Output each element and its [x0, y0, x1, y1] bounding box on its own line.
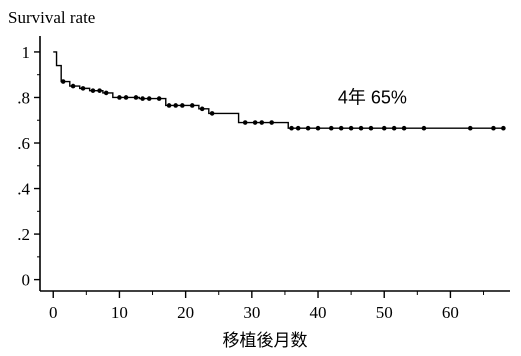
y-tick-label: 1: [22, 43, 31, 62]
censor-mark: [90, 88, 96, 93]
censor-mark: [289, 125, 294, 131]
censor-mark: [97, 88, 102, 93]
censor-mark: [156, 96, 162, 101]
censor-mark: [368, 125, 374, 131]
censor-mark: [328, 125, 334, 131]
y-tick-label: .4: [17, 180, 30, 199]
censor-mark: [189, 103, 195, 108]
censor-mark: [70, 83, 76, 89]
annotation-4yr: 4年 65%: [338, 87, 407, 107]
censor-mark: [358, 125, 364, 131]
censor-mark: [348, 125, 354, 131]
x-tick-label: 20: [177, 303, 194, 322]
censor-mark: [491, 125, 496, 131]
censor-mark: [242, 120, 248, 125]
censor-mark: [259, 120, 265, 125]
y-axis-title: Survival rate: [8, 8, 95, 27]
x-tick-label: 0: [49, 303, 58, 322]
y-tick-label: 0: [22, 271, 31, 290]
censor-mark: [315, 125, 321, 131]
censor-mark: [467, 125, 473, 131]
censor-mark: [133, 95, 139, 100]
censor-mark: [338, 125, 344, 131]
censor-mark: [209, 111, 215, 116]
censor-mark: [269, 120, 274, 125]
censor-mark: [146, 96, 152, 101]
x-axis-title: 移植後月数: [223, 331, 308, 350]
censor-mark: [252, 120, 258, 125]
censor-mark: [123, 95, 129, 100]
censor-mark: [180, 103, 185, 108]
censor-mark: [391, 125, 397, 131]
y-tick-label: .2: [17, 225, 30, 244]
censor-mark: [60, 79, 66, 84]
y-tick-label: .8: [17, 88, 30, 107]
x-tick-label: 10: [111, 303, 128, 322]
censor-mark: [295, 125, 301, 131]
censor-mark: [166, 103, 172, 108]
censor-mark: [103, 90, 109, 96]
censor-mark: [117, 95, 122, 100]
survival-curve-line: [53, 51, 504, 129]
censor-mark: [381, 125, 387, 131]
x-tick-label: 50: [376, 303, 393, 322]
y-tick-label: .6: [17, 134, 30, 153]
censor-mark: [401, 125, 407, 131]
censor-mark: [80, 86, 86, 91]
censor-mark: [199, 106, 205, 112]
x-tick-label: 30: [243, 303, 260, 322]
x-tick-label: 40: [310, 303, 327, 322]
censor-mark: [421, 125, 427, 131]
censor-mark: [305, 125, 311, 131]
censor-mark: [173, 103, 179, 108]
censor-mark: [501, 125, 506, 131]
x-tick-label: 60: [442, 303, 459, 322]
censor-mark: [140, 96, 145, 101]
